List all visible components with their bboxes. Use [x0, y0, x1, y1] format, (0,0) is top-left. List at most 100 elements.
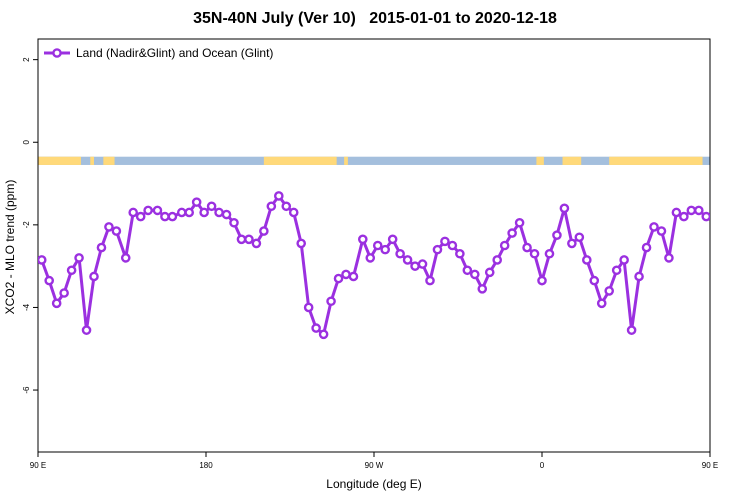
y-tick-label: 2 — [22, 57, 31, 62]
data-point — [440, 236, 450, 247]
data-point — [303, 302, 314, 313]
data-point — [143, 205, 153, 216]
data-point — [59, 288, 69, 298]
land-band-segment — [344, 156, 348, 165]
data-point — [380, 244, 391, 255]
data-point — [455, 248, 465, 259]
data-point — [626, 325, 637, 335]
data-point — [214, 207, 224, 218]
data-point — [167, 211, 178, 222]
data-point — [514, 217, 525, 228]
legend-marker — [52, 48, 62, 58]
data-point — [44, 275, 55, 286]
data-point — [447, 240, 458, 251]
data-point — [656, 226, 667, 236]
data-point — [333, 273, 344, 284]
data-point — [679, 211, 689, 222]
data-point — [66, 265, 77, 276]
data-point — [522, 242, 532, 253]
data-point — [348, 271, 359, 282]
data-point — [671, 207, 682, 218]
data-point — [206, 201, 217, 212]
data-point — [694, 205, 704, 216]
data-point — [484, 267, 495, 278]
data-point — [641, 242, 652, 253]
data-point — [725, 209, 732, 216]
x-tick-label: 180 — [199, 461, 213, 470]
data-point — [477, 284, 488, 294]
y-tick-label: -4 — [22, 303, 31, 311]
data-point — [104, 222, 114, 232]
data-point — [81, 325, 92, 335]
data-point — [559, 203, 570, 214]
data-point — [236, 234, 247, 245]
data-point — [251, 238, 262, 249]
chart-title: 35N-40N July (Ver 10) 2015-01-01 to 2020… — [193, 10, 557, 27]
data-point — [733, 199, 740, 206]
x-tick-label: 90 E — [702, 461, 718, 470]
data-point — [740, 209, 747, 216]
data-point — [469, 269, 480, 280]
land-band-segment — [103, 156, 115, 165]
data-point — [529, 248, 540, 259]
y-axis-label: XCO2 - MLO trend (ppm) — [3, 179, 17, 315]
data-point — [311, 323, 321, 333]
data-point — [410, 261, 420, 271]
data-point — [365, 253, 376, 263]
x-axis-label: Longitude (deg E) — [326, 477, 422, 491]
data-point — [318, 329, 329, 340]
land-band-segment — [263, 156, 337, 165]
ocean-band — [38, 156, 710, 165]
data-point — [537, 275, 547, 286]
data-point — [708, 213, 710, 220]
data-point — [417, 259, 428, 269]
y-tick-label: -2 — [22, 221, 31, 229]
data-point — [221, 209, 232, 220]
series-line — [40, 193, 710, 338]
data-point — [51, 298, 62, 309]
data-point — [357, 234, 368, 245]
data-point — [111, 226, 122, 236]
data-point — [273, 191, 284, 201]
data-point — [191, 197, 202, 207]
data-point — [589, 275, 600, 286]
data-point — [341, 269, 351, 280]
data-point — [604, 286, 615, 296]
data-point — [619, 255, 629, 265]
data-point — [574, 232, 585, 243]
data-point — [74, 253, 84, 263]
land-band-segment — [562, 156, 582, 165]
data-point — [567, 238, 577, 249]
data-point — [296, 238, 307, 249]
data-point — [176, 207, 187, 218]
data-point — [395, 248, 405, 259]
data-point — [160, 211, 170, 222]
data-point — [326, 296, 336, 307]
x-tick-label: 90 W — [365, 461, 384, 470]
y-tick-label: 0 — [22, 139, 31, 144]
data-point — [611, 265, 622, 276]
data-point — [552, 230, 562, 240]
data-point — [266, 201, 277, 212]
data-point — [664, 253, 674, 263]
data-point — [244, 234, 254, 245]
x-tick-label: 90 E — [30, 461, 46, 470]
data-point — [701, 211, 710, 222]
data-point — [649, 222, 659, 232]
data-point — [281, 201, 292, 212]
land-band-segment — [609, 156, 703, 165]
series-group — [38, 191, 747, 340]
data-point — [152, 205, 163, 216]
data-point — [462, 265, 473, 276]
data-point — [89, 271, 99, 282]
data-point — [718, 209, 725, 216]
legend-label: Land (Nadir&Glint) and Ocean (Glint) — [76, 46, 273, 60]
x-tick-label: 0 — [540, 461, 545, 470]
land-band-segment — [38, 156, 81, 165]
land-band-segment — [536, 156, 544, 165]
data-point — [499, 240, 510, 251]
data-point — [184, 207, 194, 218]
data-point — [492, 255, 503, 265]
data-point — [634, 271, 644, 282]
